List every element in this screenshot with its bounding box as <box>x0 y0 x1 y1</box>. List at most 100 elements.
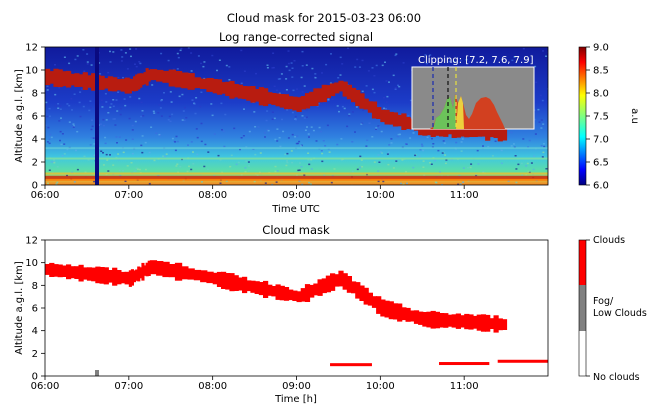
noise-speck <box>466 167 469 169</box>
noise-speck <box>243 108 245 110</box>
noise-speck <box>515 168 518 170</box>
signal-x-ticks: 06:00 07:00 08:00 09:00 10:00 11:00 <box>31 185 479 201</box>
noise-speck <box>228 66 231 68</box>
noise-speck <box>181 93 184 96</box>
noise-speck <box>354 131 356 133</box>
noise-speck <box>310 168 313 170</box>
noise-speck <box>98 62 101 64</box>
cloud-segment <box>193 77 202 89</box>
noise-speck <box>362 109 365 111</box>
cloud-segment <box>263 88 269 107</box>
noise-speck <box>80 88 83 90</box>
colorbar-tick-label: 7.0 <box>593 135 609 146</box>
noise-speck <box>356 58 359 61</box>
noise-speck <box>460 59 463 62</box>
cloud-segment <box>480 314 487 332</box>
noise-speck <box>125 139 128 141</box>
noise-speck <box>424 54 427 56</box>
noise-speck <box>513 56 516 58</box>
noise-speck <box>271 118 274 120</box>
noise-speck <box>259 152 262 154</box>
noise-speck <box>60 117 62 119</box>
noise-speck <box>169 120 172 123</box>
cloud-segment <box>342 273 348 290</box>
cloud-segment <box>489 318 495 329</box>
noise-speck <box>375 128 377 130</box>
noise-speck <box>476 149 479 152</box>
noise-speck <box>113 118 116 120</box>
noise-speck <box>197 55 200 57</box>
noise-speck <box>46 115 49 118</box>
cloud-segment <box>334 82 340 94</box>
noise-speck <box>141 110 144 112</box>
cloud-segment <box>70 73 76 86</box>
cloud-segment <box>66 264 72 280</box>
noise-speck <box>121 56 124 58</box>
noise-speck <box>511 59 514 62</box>
noise-speck <box>331 98 334 100</box>
noise-speck <box>110 103 113 105</box>
noise-speck <box>218 59 221 61</box>
noise-speck <box>58 87 61 89</box>
noise-speck <box>324 145 327 147</box>
noise-speck <box>240 82 243 85</box>
cloud-segment <box>388 111 394 125</box>
noise-speck <box>457 183 460 185</box>
noise-speck <box>160 99 163 101</box>
cloud-segment <box>200 78 208 89</box>
cloud-segment <box>376 296 382 314</box>
mask-colorbar: Clouds Fog/ Low Clouds No clouds <box>578 235 647 383</box>
noise-speck <box>92 154 95 157</box>
noise-speck <box>72 123 75 125</box>
noise-speck <box>53 159 55 161</box>
noise-speck <box>542 151 545 154</box>
noise-speck <box>368 122 371 124</box>
noise-speck <box>91 125 94 128</box>
noise-speck <box>49 133 52 136</box>
mask-cloud-layer <box>45 260 548 367</box>
noise-speck <box>140 101 143 104</box>
noise-speck <box>540 119 543 121</box>
cloud-segment <box>275 93 281 107</box>
noise-speck <box>361 166 364 168</box>
cloud-segment <box>130 269 134 286</box>
noise-speck <box>190 52 193 54</box>
noise-speck <box>93 180 96 183</box>
noise-speck <box>291 111 294 114</box>
cloud-segment <box>143 72 147 84</box>
noise-speck <box>272 52 275 54</box>
noise-speck <box>122 76 124 79</box>
noise-speck <box>157 112 160 114</box>
cloud-segment <box>447 314 453 327</box>
cloud-segment <box>296 291 302 303</box>
cloud-segment <box>493 126 499 138</box>
noise-speck <box>341 105 344 108</box>
noise-speck <box>405 170 407 173</box>
noise-speck <box>296 88 298 90</box>
noise-speck <box>385 101 388 103</box>
cloud-segment <box>229 80 235 99</box>
low-band <box>45 177 548 181</box>
noise-speck <box>402 183 405 185</box>
noise-speck <box>294 115 297 118</box>
noise-speck <box>50 161 53 163</box>
noise-speck <box>162 155 165 157</box>
cloud-segment <box>397 114 403 127</box>
noise-speck <box>388 144 391 146</box>
noise-speck <box>158 104 161 106</box>
noise-speck <box>383 107 385 110</box>
noise-speck <box>320 130 323 133</box>
noise-speck <box>200 91 203 93</box>
noise-speck <box>225 180 228 182</box>
noise-speck <box>378 161 381 163</box>
noise-speck <box>306 126 308 128</box>
noise-speck <box>522 138 525 140</box>
cloud-segment <box>359 93 365 109</box>
noise-speck <box>422 166 425 168</box>
noise-speck <box>141 151 144 154</box>
cloud-segment <box>359 285 365 301</box>
noise-speck <box>182 110 185 112</box>
inset-clipping-label: Clipping: [7.2, 7.6, 7.9] <box>418 55 534 66</box>
cloud-segment <box>309 284 315 298</box>
noise-speck <box>365 85 368 87</box>
